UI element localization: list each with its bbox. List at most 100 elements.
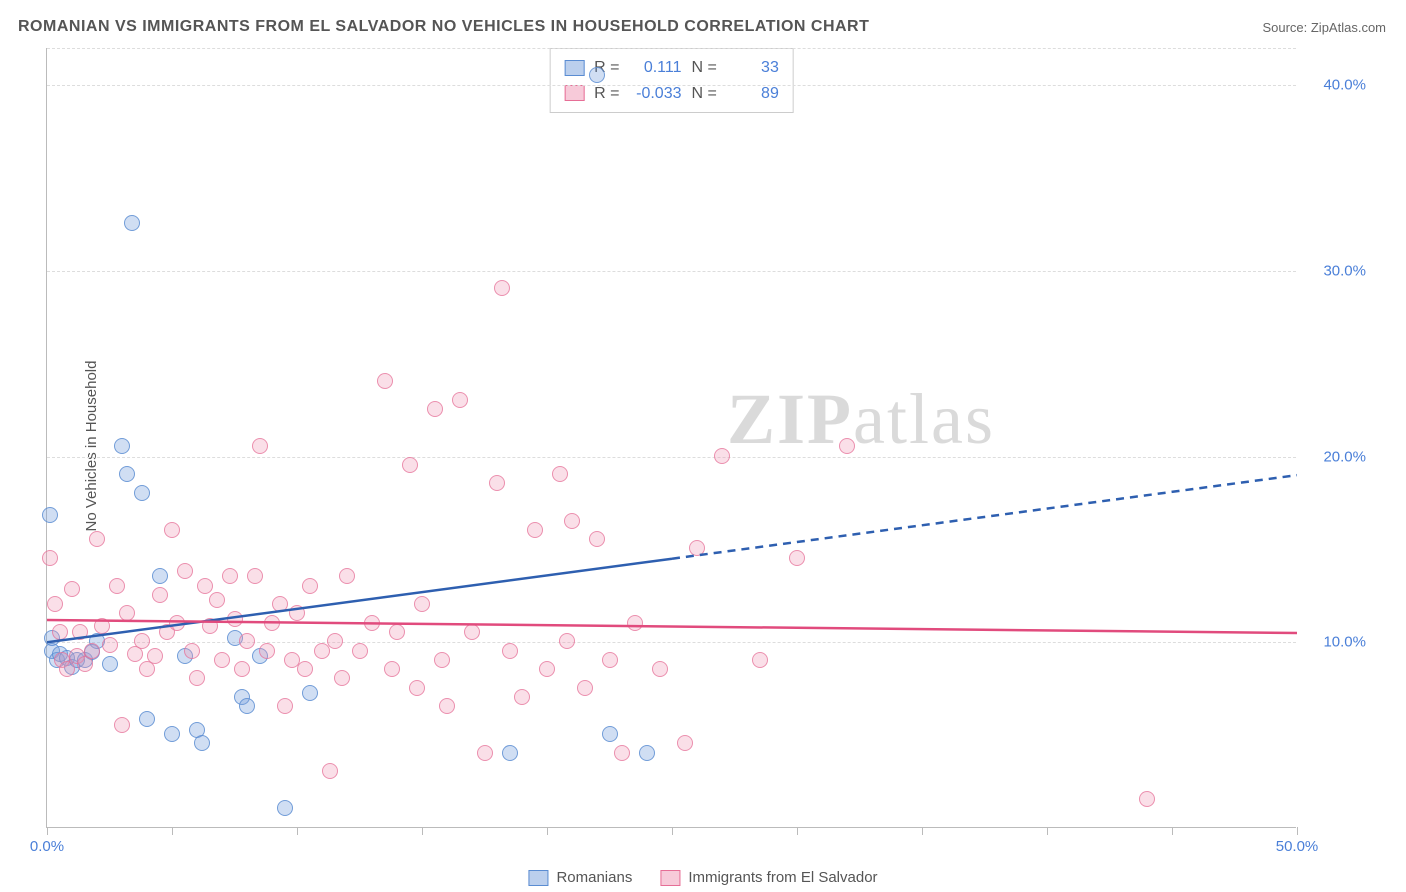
data-point — [164, 522, 180, 538]
gridline — [47, 48, 1296, 49]
swatch-pink-icon — [660, 870, 680, 886]
data-point — [602, 726, 618, 742]
gridline — [47, 271, 1296, 272]
data-point — [334, 670, 350, 686]
data-point — [239, 633, 255, 649]
data-point — [414, 596, 430, 612]
data-point — [59, 661, 75, 677]
data-point — [302, 578, 318, 594]
n-value: 33 — [727, 55, 779, 81]
data-point — [197, 578, 213, 594]
x-tick — [172, 827, 173, 835]
data-point — [327, 633, 343, 649]
data-point — [689, 540, 705, 556]
x-tick-label: 50.0% — [1276, 838, 1319, 855]
data-point — [124, 215, 140, 231]
data-point — [434, 652, 450, 668]
data-point — [502, 745, 518, 761]
data-point — [1139, 791, 1155, 807]
swatch-blue-icon — [564, 60, 584, 76]
data-point — [169, 615, 185, 631]
data-point — [277, 800, 293, 816]
data-point — [839, 438, 855, 454]
data-point — [42, 550, 58, 566]
data-point — [464, 624, 480, 640]
data-point — [184, 643, 200, 659]
data-point — [589, 531, 605, 547]
data-point — [84, 643, 100, 659]
legend-item-el-salvador: Immigrants from El Salvador — [660, 869, 877, 886]
swatch-pink-icon — [564, 85, 584, 101]
data-point — [477, 745, 493, 761]
x-tick — [547, 827, 548, 835]
x-tick — [797, 827, 798, 835]
data-point — [164, 726, 180, 742]
bottom-legend: Romanians Immigrants from El Salvador — [528, 869, 877, 886]
data-point — [247, 568, 263, 584]
data-point — [202, 618, 218, 634]
data-point — [139, 711, 155, 727]
data-point — [42, 507, 58, 523]
watermark: ZIPatlas — [727, 378, 995, 461]
legend-item-romanians: Romanians — [528, 869, 632, 886]
data-point — [322, 763, 338, 779]
data-point — [639, 745, 655, 761]
data-point — [239, 698, 255, 714]
data-point — [502, 643, 518, 659]
data-point — [277, 698, 293, 714]
data-point — [114, 438, 130, 454]
source-attribution: Source: ZipAtlas.com — [1262, 20, 1386, 35]
data-point — [134, 633, 150, 649]
data-point — [589, 67, 605, 83]
data-point — [109, 578, 125, 594]
data-point — [352, 643, 368, 659]
y-tick-label: 30.0% — [1323, 262, 1366, 279]
x-tick — [922, 827, 923, 835]
watermark-rest: atlas — [853, 379, 995, 459]
data-point — [259, 643, 275, 659]
scatter-plot-area: ZIPatlas R = 0.111 N = 33 R = -0.033 N =… — [46, 48, 1296, 828]
data-point — [539, 661, 555, 677]
x-tick — [297, 827, 298, 835]
data-point — [214, 652, 230, 668]
data-point — [177, 563, 193, 579]
data-point — [402, 457, 418, 473]
data-point — [389, 624, 405, 640]
data-point — [114, 717, 130, 733]
legend-label: Immigrants from El Salvador — [688, 869, 877, 886]
data-point — [234, 661, 250, 677]
data-point — [714, 448, 730, 464]
data-point — [152, 568, 168, 584]
y-tick-label: 20.0% — [1323, 448, 1366, 465]
data-point — [209, 592, 225, 608]
legend-label: Romanians — [556, 869, 632, 886]
data-point — [377, 373, 393, 389]
data-point — [252, 438, 268, 454]
r-value: 0.111 — [630, 55, 682, 81]
n-label: N = — [692, 55, 717, 81]
data-point — [222, 568, 238, 584]
data-point — [264, 615, 280, 631]
data-point — [384, 661, 400, 677]
data-point — [652, 661, 668, 677]
data-point — [297, 661, 313, 677]
data-point — [527, 522, 543, 538]
data-point — [514, 689, 530, 705]
data-point — [494, 280, 510, 296]
data-point — [194, 735, 210, 751]
data-point — [102, 637, 118, 653]
watermark-bold: ZIP — [727, 379, 853, 459]
data-point — [439, 698, 455, 714]
data-point — [489, 475, 505, 491]
data-point — [602, 652, 618, 668]
data-point — [272, 596, 288, 612]
data-point — [564, 513, 580, 529]
data-point — [559, 633, 575, 649]
data-point — [152, 587, 168, 603]
data-point — [72, 624, 88, 640]
swatch-blue-icon — [528, 870, 548, 886]
x-tick — [1047, 827, 1048, 835]
data-point — [452, 392, 468, 408]
data-point — [147, 648, 163, 664]
data-point — [302, 685, 318, 701]
